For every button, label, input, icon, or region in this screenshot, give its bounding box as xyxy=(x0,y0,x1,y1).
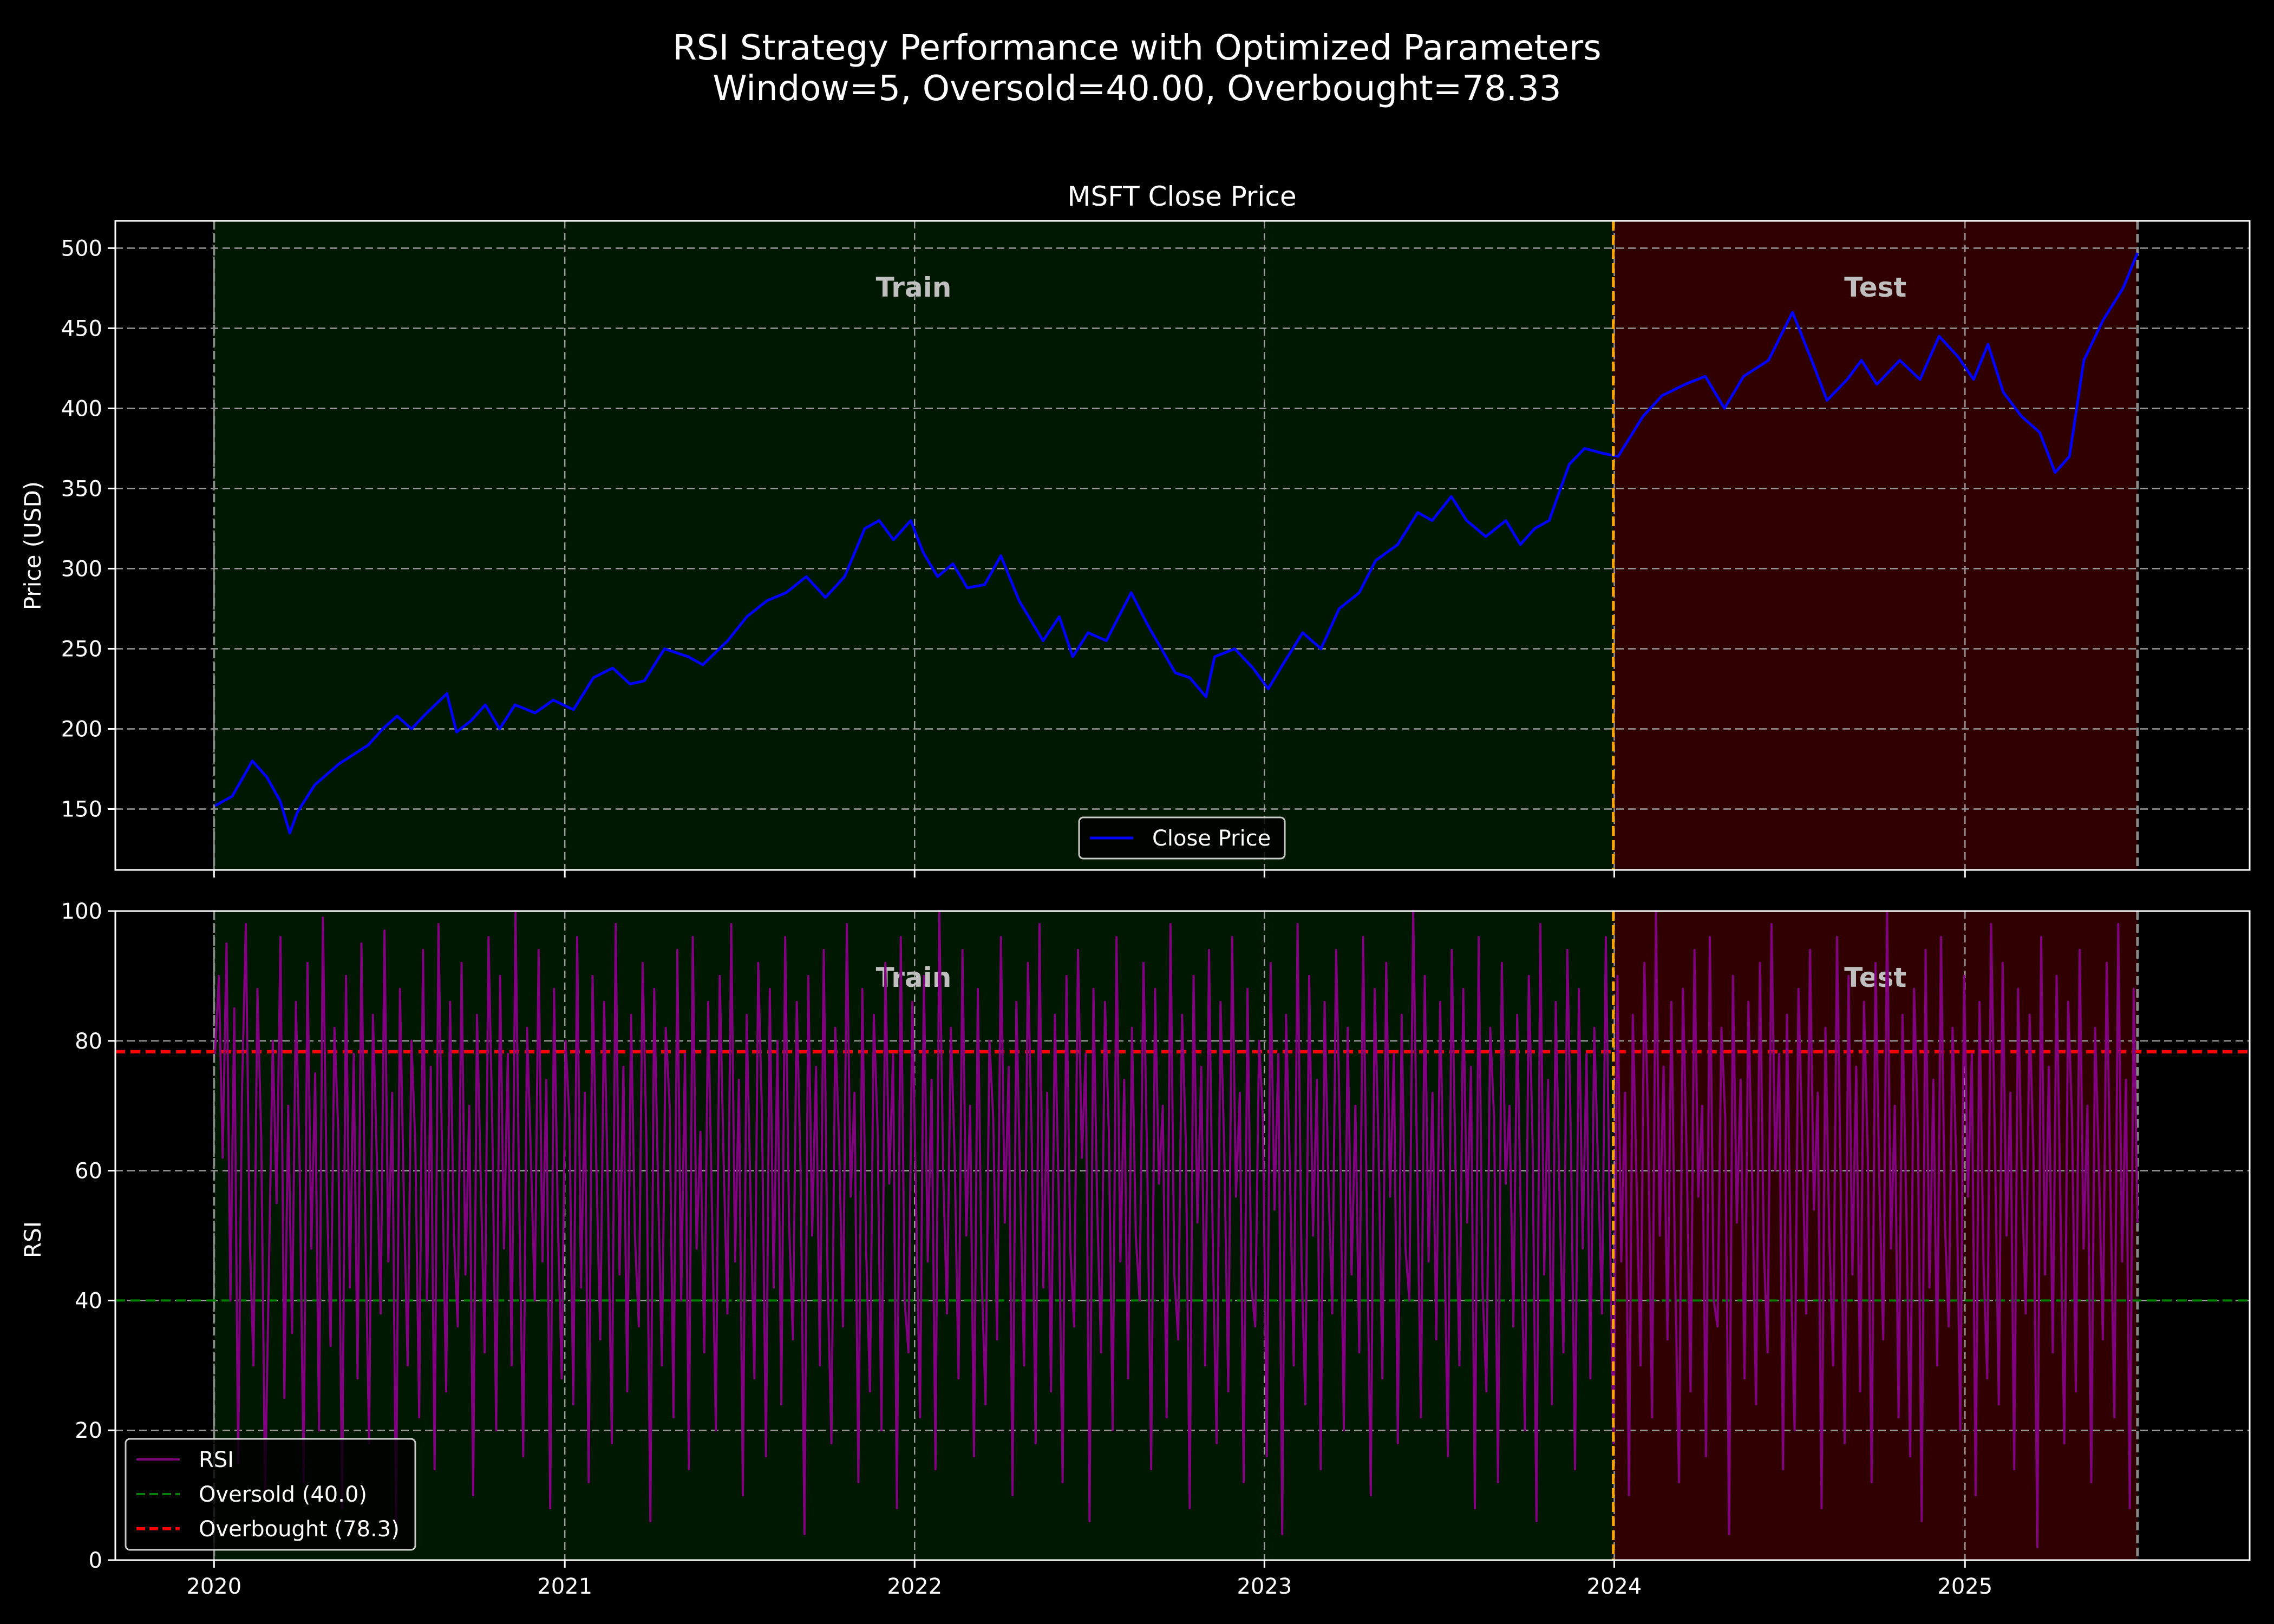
rsi-series-line xyxy=(214,910,2139,1548)
x-tick-label: 2021 xyxy=(537,1574,592,1599)
rsi-y-tick-label: 100 xyxy=(61,899,102,924)
figure-title-line-1: RSI Strategy Performance with Optimized … xyxy=(672,28,1601,68)
x-tick-label: 2022 xyxy=(887,1574,942,1599)
legend-label-rsi: RSI xyxy=(199,1448,234,1472)
legend-label-overbought: Overbought (78.3) xyxy=(199,1517,400,1542)
rsi-y-tick-label: 80 xyxy=(75,1029,102,1054)
x-tick-label: 2023 xyxy=(1237,1574,1292,1599)
price-axes-title: MSFT Close Price xyxy=(1067,181,1296,212)
price-region-label-test: Test xyxy=(1844,272,1906,303)
price-region-test xyxy=(1613,221,2138,870)
rsi-y-axis-label: RSI xyxy=(19,1221,46,1258)
rsi-y-tick-label: 40 xyxy=(75,1288,102,1313)
price-region-train xyxy=(214,221,1613,870)
price-y-tick-label: 350 xyxy=(61,476,102,501)
rsi-y-tick-label: 60 xyxy=(75,1159,102,1184)
rsi-y-tick-label: 0 xyxy=(89,1548,102,1573)
price-y-tick-label: 250 xyxy=(61,637,102,662)
price-legend xyxy=(1078,816,1286,860)
rsi-legend xyxy=(125,1438,416,1551)
price-series-line xyxy=(214,252,2139,835)
x-tick-label: 2025 xyxy=(1937,1574,1992,1599)
rsi-y-tick-label: 20 xyxy=(75,1418,102,1443)
price-y-tick-label: 300 xyxy=(61,556,102,581)
price-y-tick-label: 150 xyxy=(61,797,102,822)
legend-label-close-price: Close Price xyxy=(1152,826,1271,851)
price-y-axis-label: Price (USD) xyxy=(19,481,46,610)
price-y-tick-label: 500 xyxy=(61,236,102,261)
x-tick-label: 2024 xyxy=(1587,1574,1642,1599)
price-chart: Train Test 150 200 250 300 350 400 450 500 Close P… xyxy=(61,220,2251,878)
rsi-axes-frame xyxy=(114,910,2251,1561)
price-region-label-train: Train xyxy=(876,272,952,303)
legend-label-oversold: Oversold (40.0) xyxy=(199,1482,367,1507)
price-y-tick-label: 400 xyxy=(61,396,102,421)
figure-title-line-2: Window=5, Oversold=40.00, Overbought=78.… xyxy=(713,69,1561,109)
price-axes-frame xyxy=(114,220,2251,871)
x-tick-label: 2020 xyxy=(186,1574,241,1599)
price-y-tick-label: 200 xyxy=(61,717,102,742)
price-y-tick-label: 450 xyxy=(61,316,102,341)
